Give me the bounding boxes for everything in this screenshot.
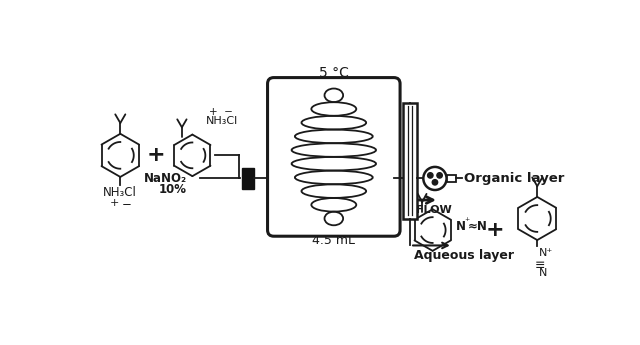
- Circle shape: [432, 180, 438, 185]
- Text: ≡: ≡: [535, 258, 545, 272]
- Text: FLOW: FLOW: [415, 205, 451, 215]
- Text: NH₃Cl: NH₃Cl: [206, 116, 239, 126]
- Text: +: +: [109, 198, 119, 208]
- Text: +: +: [485, 220, 504, 240]
- Bar: [447, 175, 456, 181]
- Text: N: N: [539, 268, 547, 278]
- Text: +: +: [147, 145, 165, 165]
- Text: Aqueous layer: Aqueous layer: [414, 249, 514, 262]
- Text: N: N: [456, 220, 466, 233]
- Text: 10%: 10%: [159, 183, 187, 196]
- FancyBboxPatch shape: [268, 78, 400, 236]
- Text: 4.5 mL: 4.5 mL: [312, 234, 355, 247]
- Text: −: −: [122, 198, 131, 211]
- Circle shape: [437, 173, 442, 178]
- Text: ≈N: ≈N: [467, 220, 488, 233]
- Circle shape: [428, 173, 433, 178]
- Text: +  −: + −: [209, 107, 234, 117]
- Text: N⁺: N⁺: [539, 248, 553, 258]
- Text: ⁺: ⁺: [465, 217, 470, 227]
- Text: 5 °C: 5 °C: [319, 66, 349, 80]
- Circle shape: [423, 167, 447, 190]
- Bar: [403, 103, 417, 218]
- Text: Organic layer: Organic layer: [463, 172, 564, 185]
- Text: NaNO₂: NaNO₂: [144, 172, 187, 185]
- Bar: [242, 168, 254, 189]
- Text: NH₃Cl: NH₃Cl: [104, 186, 137, 199]
